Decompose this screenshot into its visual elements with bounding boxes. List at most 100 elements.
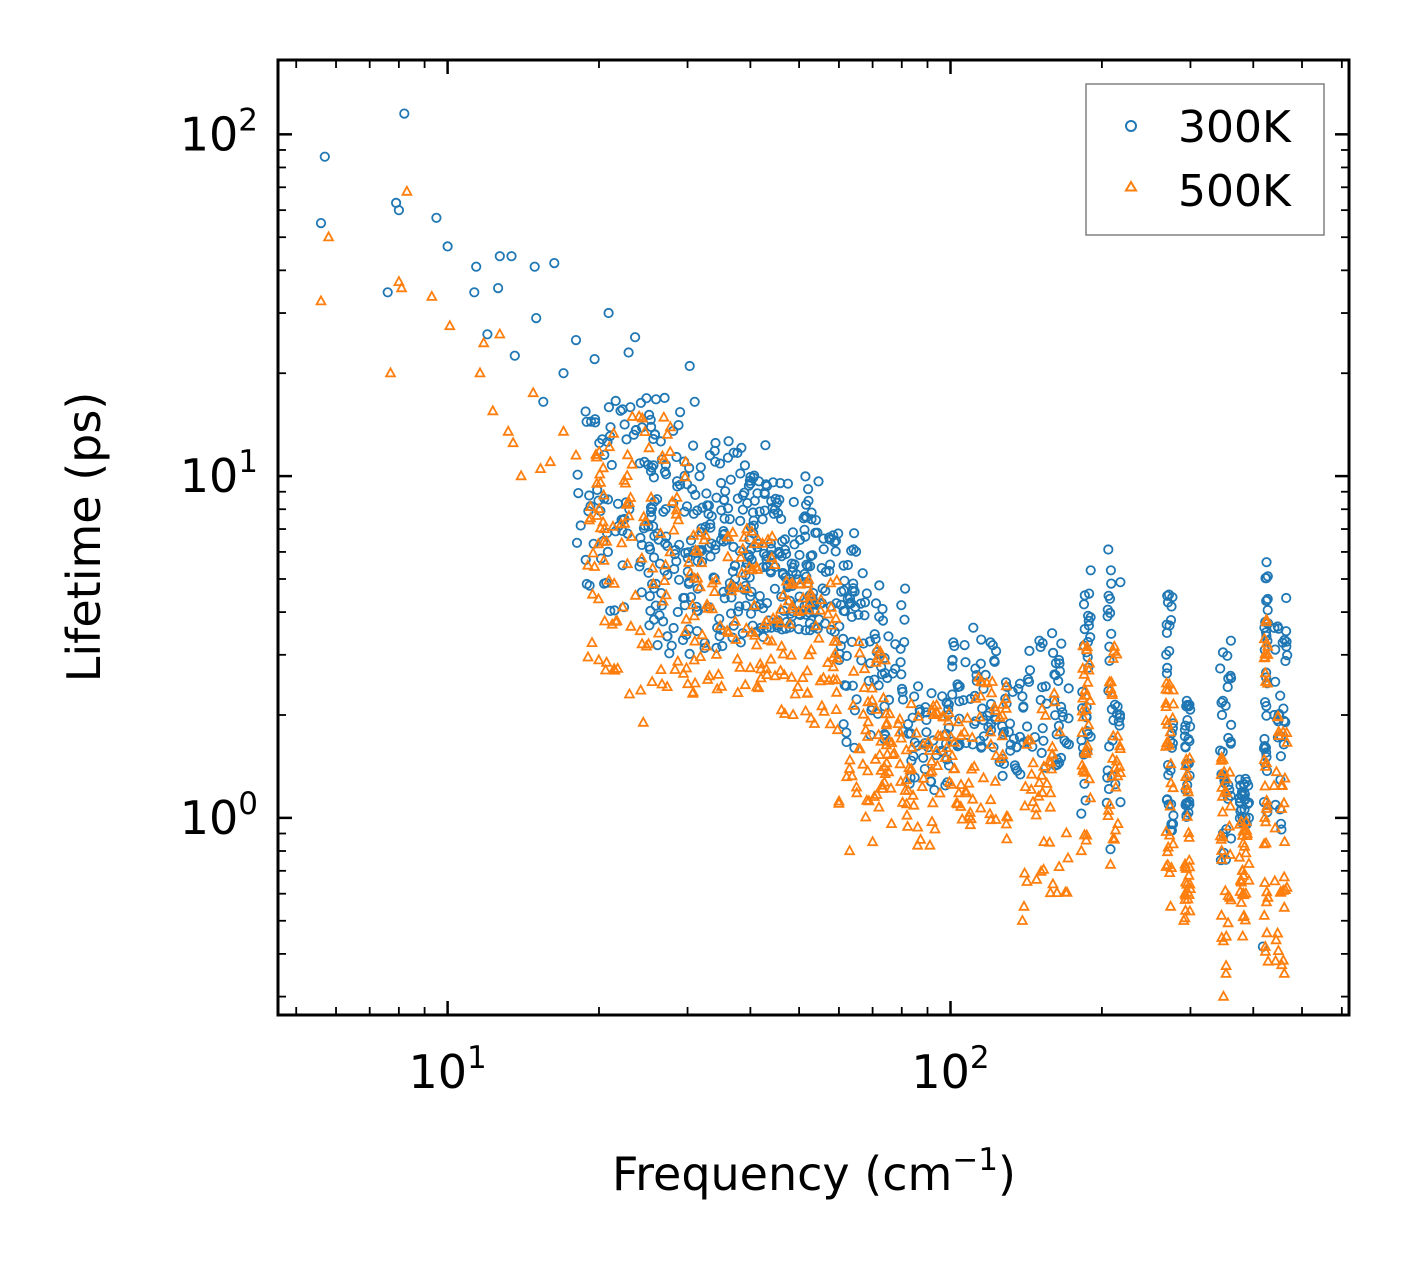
point-500K — [1180, 862, 1193, 873]
point-500K — [870, 702, 883, 714]
point-500K — [803, 596, 816, 607]
plot-frame — [276, 58, 1351, 1017]
point-500K — [1235, 814, 1248, 826]
point-500K — [1281, 736, 1293, 747]
point-500K — [1179, 759, 1192, 770]
point-500K — [1032, 789, 1045, 801]
point-300K — [606, 459, 617, 471]
point-500K — [1160, 696, 1172, 708]
point-300K — [531, 312, 542, 324]
point-500K — [1223, 819, 1236, 831]
legend-marker-500K — [1124, 180, 1138, 192]
point-300K — [807, 550, 818, 561]
point-500K — [1104, 857, 1117, 869]
point-500K — [606, 617, 619, 629]
point-500K — [843, 762, 856, 773]
point-300K — [672, 606, 683, 618]
point-300K — [775, 477, 786, 489]
point-500K — [384, 366, 397, 378]
point-500K — [1164, 757, 1177, 769]
point-500K — [597, 488, 610, 500]
point-300K — [990, 645, 1002, 657]
series-500K-points — [315, 184, 1293, 1001]
point-500K — [731, 652, 744, 664]
point-500K — [786, 576, 799, 588]
point-300K — [671, 451, 682, 463]
point-500K — [1079, 683, 1092, 695]
point-500K — [395, 281, 408, 293]
point-500K — [1215, 750, 1228, 762]
point-500K — [1084, 694, 1097, 705]
point-300K — [625, 402, 636, 413]
point-300K — [1059, 735, 1070, 746]
point-500K — [598, 614, 611, 626]
point-300K — [1102, 772, 1113, 783]
point-500K — [1000, 679, 1013, 691]
point-300K — [697, 502, 708, 513]
point-300K — [575, 520, 586, 531]
point-300K — [954, 696, 965, 707]
point-500K — [955, 778, 967, 789]
point-500K — [1216, 805, 1229, 817]
point-500K — [599, 663, 612, 675]
point-500K — [645, 490, 658, 502]
point-500K — [948, 735, 961, 747]
point-500K — [1076, 691, 1089, 703]
point-500K — [638, 425, 651, 436]
point-500K — [862, 715, 875, 727]
point-300K — [482, 329, 493, 340]
point-300K — [442, 241, 453, 252]
point-300K — [724, 513, 735, 525]
point-300K — [839, 680, 850, 691]
point-300K — [584, 490, 595, 501]
point-300K — [1234, 792, 1245, 804]
point-500K — [1259, 779, 1271, 791]
point-500K — [626, 410, 639, 421]
point-500K — [597, 534, 610, 546]
point-500K — [989, 813, 1002, 824]
point-300K — [635, 532, 646, 544]
point-500K — [988, 700, 1001, 712]
point-500K — [744, 661, 757, 673]
point-300K — [877, 603, 888, 615]
point-500K — [870, 652, 883, 663]
point-500K — [1269, 821, 1282, 833]
point-500K — [1278, 771, 1291, 783]
point-500K — [688, 634, 701, 646]
point-500K — [752, 533, 765, 545]
point-500K — [802, 572, 815, 584]
point-500K — [679, 625, 692, 636]
point-500K — [854, 742, 866, 754]
point-500K — [637, 715, 650, 727]
point-500K — [392, 275, 405, 286]
point-300K — [833, 528, 844, 539]
point-500K — [801, 686, 814, 698]
point-500K — [425, 290, 438, 301]
point-500K — [710, 648, 723, 659]
point-500K — [1030, 873, 1043, 884]
point-500K — [680, 661, 693, 673]
point-300K — [702, 500, 713, 511]
point-300K — [777, 536, 788, 547]
point-500K — [750, 680, 763, 692]
point-300K — [1281, 636, 1292, 647]
point-300K — [1180, 799, 1191, 811]
point-500K — [586, 636, 598, 647]
point-500K — [853, 646, 866, 658]
point-300K — [826, 624, 837, 636]
point-300K — [772, 508, 784, 519]
point-500K — [1270, 765, 1283, 777]
point-500K — [905, 762, 918, 774]
point-300K — [870, 598, 882, 609]
point-300K — [1013, 683, 1024, 694]
point-500K — [1051, 886, 1063, 897]
point-300K — [838, 605, 849, 617]
point-500K — [950, 796, 963, 808]
point-300K — [869, 629, 880, 640]
point-300K — [824, 559, 836, 570]
point-500K — [1160, 714, 1173, 725]
point-300K — [1040, 681, 1051, 692]
point-300K — [780, 548, 792, 560]
point-300K — [682, 552, 693, 564]
point-300K — [650, 600, 661, 611]
